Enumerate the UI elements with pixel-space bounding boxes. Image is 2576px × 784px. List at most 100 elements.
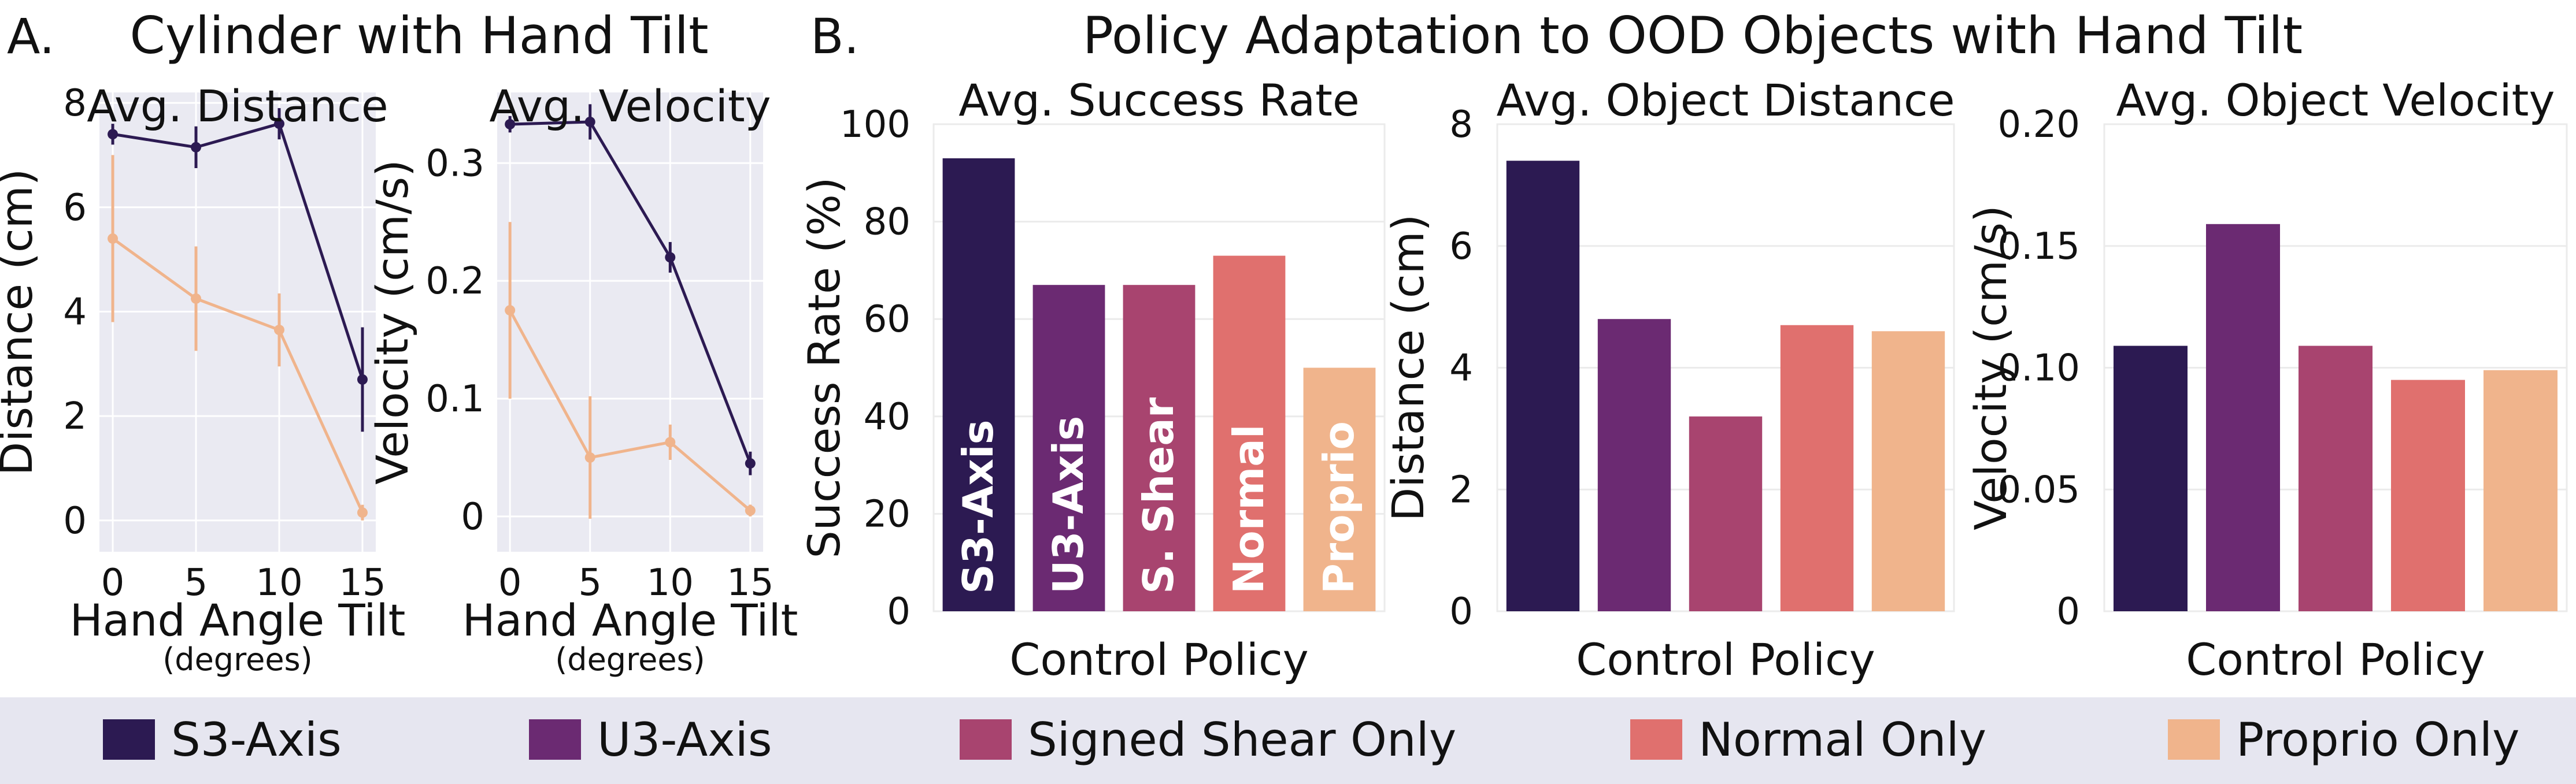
y-tick-label: 2: [1449, 469, 1473, 511]
y-tick-label: 0.10: [1998, 347, 2081, 390]
bar: [942, 158, 1015, 611]
legend-label: S3-Axis: [171, 713, 342, 767]
y-axis-label: Velocity (cm/s): [367, 159, 418, 485]
legend-label: U3-Axis: [597, 713, 772, 767]
legend-label: Signed Shear Only: [1028, 713, 1456, 767]
y-tick-label: 0.2: [425, 260, 484, 303]
legend-swatch: [103, 719, 155, 760]
bar: [1123, 285, 1196, 611]
y-tick-label: 0.1: [425, 378, 484, 421]
panel-a-title: Cylinder with Hand Tilt: [129, 6, 708, 65]
bar: [2299, 345, 2373, 611]
y-tick-label: 80: [864, 201, 911, 244]
data-point: [357, 374, 368, 385]
y-axis-label: Distance (cm): [1382, 214, 1434, 522]
plot-area: [99, 92, 376, 552]
data-point: [273, 118, 284, 129]
bar: [2114, 345, 2188, 611]
bar-label: Proprio: [1315, 421, 1363, 594]
panel-b-title: Policy Adaptation to OOD Objects with Ha…: [1083, 6, 2303, 65]
bar: [2206, 224, 2280, 611]
y-tick-label: 8: [63, 82, 87, 125]
chart-title: Avg. Object Distance: [1496, 75, 1955, 126]
legend-swatch: [2168, 719, 2220, 760]
x-axis-label: Control Policy: [2186, 634, 2485, 685]
y-tick-label: 100: [840, 103, 911, 146]
bar: [2391, 380, 2465, 611]
y-tick-label: 40: [864, 396, 911, 439]
legend-item: Normal Only: [1630, 713, 1986, 767]
series-line: [508, 309, 752, 512]
bar-label: S. Shear: [1134, 397, 1183, 594]
legend-label: Normal Only: [1698, 713, 1986, 767]
data-point: [745, 505, 756, 516]
x-tick-label: 10: [256, 562, 302, 604]
panel-b-letter: B.: [810, 8, 859, 65]
bar-label: S3-Axis: [954, 419, 1002, 594]
x-axis-label: Control Policy: [1009, 634, 1309, 685]
panel-a-letter: A.: [7, 8, 55, 65]
series-line: [112, 237, 364, 514]
x-tick-label: 0: [101, 562, 125, 604]
data-point: [273, 325, 284, 336]
y-tick-label: 0: [2056, 590, 2080, 633]
avg-success-rate-chart: 0 20 40 60 80 100 S3-Axis U3-Axis S. Shear Normal…: [798, 75, 1386, 685]
x-axis-sublabel: (degrees): [162, 641, 313, 678]
bar: [1780, 325, 1854, 611]
chart-title: Avg. Velocity: [489, 80, 771, 132]
legend-item: U3-Axis: [529, 713, 772, 767]
x-axis-label: Control Policy: [1576, 634, 1875, 685]
data-point: [505, 119, 516, 130]
y-tick-label: 6: [1449, 225, 1473, 268]
bar: [1032, 285, 1105, 611]
y-tick-label: 2: [63, 395, 87, 438]
y-axis-label: Success Rate (%): [798, 177, 850, 558]
data-point: [108, 233, 119, 244]
bar-label: Normal: [1224, 424, 1273, 594]
y-tick-label: 60: [864, 298, 911, 341]
chart-title: Avg. Distance: [87, 80, 388, 132]
plot-area: [497, 92, 763, 552]
y-tick-label: 0: [63, 500, 87, 543]
y-tick-label: 6: [63, 187, 87, 229]
data-point: [191, 293, 202, 304]
bar: [1506, 161, 1580, 612]
avg-distance-chart: 0 2 4 6 8 0 5 10 15 Avg. Distance Hand Angle Tilt(…: [0, 80, 405, 678]
y-tick-label: 0.3: [425, 142, 484, 185]
legend-label: Proprio Only: [2236, 713, 2519, 767]
data-point: [357, 507, 368, 518]
avg-object-distance-chart: 0 2 4 6 8 Avg. Object Distance Control Policy D…: [1382, 75, 1955, 685]
y-tick-label: 0.15: [1998, 225, 2081, 268]
x-tick-label: 15: [727, 562, 773, 604]
series-line: [510, 120, 752, 465]
avg-velocity-chart: 0 0.1 0.2 0.3 0 5 10 15 Avg. Velocity Hand Angle …: [367, 80, 798, 678]
y-axis-label: Distance (cm): [0, 169, 42, 476]
chart-title: Avg. Success Rate: [958, 75, 1359, 126]
legend-swatch: [960, 719, 1012, 760]
data-point: [505, 305, 516, 316]
legend: S3-Axis U3-Axis Signed Shear Only Normal On…: [103, 713, 2519, 767]
chart-title: Avg. Object Velocity: [2116, 75, 2555, 126]
bar: [1597, 319, 1671, 611]
x-tick-label: 5: [184, 562, 208, 604]
x-axis-sublabel: (degrees): [555, 641, 705, 678]
x-tick-label: 15: [339, 562, 386, 604]
legend-item: Proprio Only: [2168, 713, 2519, 767]
legend-swatch: [1630, 719, 1682, 760]
y-axis-label: Velocity (cm/s): [1965, 205, 2016, 530]
data-point: [584, 116, 595, 127]
y-tick-label: 0: [887, 590, 911, 633]
bar: [1871, 331, 1945, 611]
y-tick-label: 8: [1449, 103, 1473, 146]
x-tick-label: 5: [578, 562, 602, 604]
data-point: [584, 452, 595, 463]
x-tick-label: 0: [498, 562, 522, 604]
bar-label: U3-Axis: [1044, 416, 1093, 594]
y-tick-label: 0: [461, 496, 484, 538]
y-tick-label: 4: [1449, 347, 1473, 390]
data-point: [665, 252, 676, 263]
y-tick-label: 0.20: [1998, 103, 2081, 146]
avg-object-velocity-chart: 0 0.05 0.10 0.15 0.20 Avg. Object Velocity Con…: [1965, 75, 2568, 685]
series-line: [112, 122, 364, 380]
